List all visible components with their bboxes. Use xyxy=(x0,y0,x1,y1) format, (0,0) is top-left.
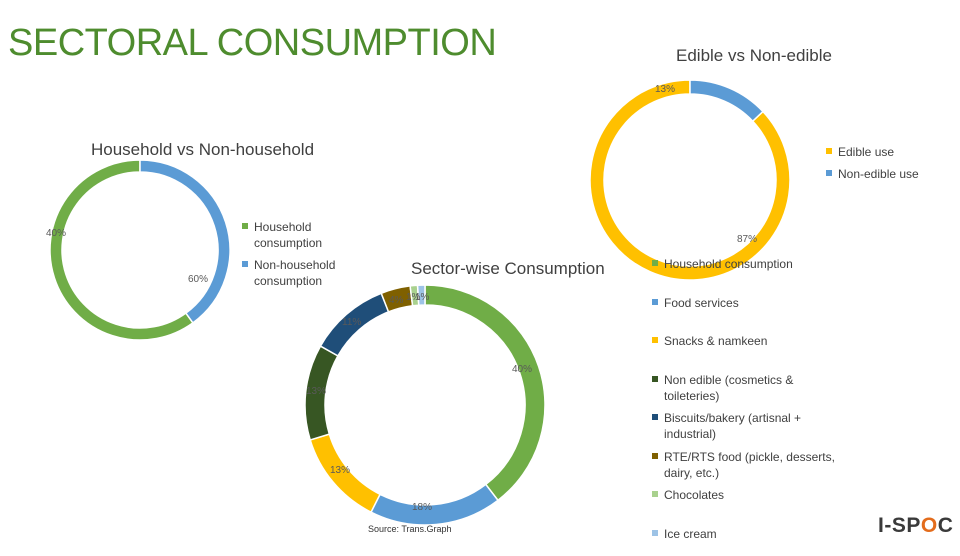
legend-label: Household consumption xyxy=(664,257,793,271)
edible-legend: Edible use Non-edible use xyxy=(826,144,956,194)
household-chart-title: Household vs Non-household xyxy=(91,140,315,159)
source-note: Source: Trans.Graph xyxy=(368,524,452,534)
sector-slice-food-services xyxy=(370,483,499,526)
edible-chart-title: Edible vs Non-edible xyxy=(676,46,832,65)
legend-label: Ice cream xyxy=(664,526,717,541)
edible-slice-edible-use xyxy=(589,79,791,281)
household-legend-item-non-household-consumption: Non-household consumption xyxy=(242,257,364,289)
sector-legend-item-chocolates: Chocolates xyxy=(652,487,724,503)
edible-legend-item-edible-use: Edible use xyxy=(826,144,894,160)
legend-swatch xyxy=(652,414,658,420)
sector-legend: Household consumption Food services Snacks… xyxy=(652,256,852,556)
legend-swatch xyxy=(652,298,658,305)
household-slice-non-household-consumption xyxy=(139,159,231,324)
edible-donut-chart: 87% 13% xyxy=(589,79,791,281)
legend-swatch xyxy=(652,260,658,266)
sector-data-label-non-edible-cosmetics-toileteries: 13% xyxy=(306,386,326,397)
legend-label: RTE/RTS food (pickle, desserts, dairy, e… xyxy=(664,449,835,480)
legend-swatch xyxy=(826,170,832,176)
sector-legend-item-rte-rts-food-pickle-desserts-dairy-etc: RTE/RTS food (pickle, desserts, dairy, e… xyxy=(652,449,844,481)
legend-swatch xyxy=(652,529,658,536)
logo: I-SPOC xyxy=(878,514,954,537)
sector-legend-item-food-services: Food services xyxy=(652,295,739,311)
legend-label: Food services xyxy=(664,295,739,310)
edible-slice-non-edible-use xyxy=(689,79,764,123)
legend-swatch xyxy=(826,148,832,154)
sector-legend-item-ice-cream: Ice cream xyxy=(652,526,717,542)
sector-legend-item-biscuits-bakery-artisnal-industrial: Biscuits/bakery (artisnal + industrial) xyxy=(652,410,844,442)
household-data-label-non-household-consumption: 40% xyxy=(46,228,66,239)
legend-swatch xyxy=(652,491,658,497)
household-legend: Household consumption Non-household consu… xyxy=(242,219,372,299)
household-slice-household-consumption xyxy=(49,159,194,341)
legend-label: Non-household consumption xyxy=(254,258,336,288)
edible-legend-item-non-edible-use: Non-edible use xyxy=(826,166,919,182)
edible-data-label-edible-use: 87% xyxy=(737,234,757,245)
legend-label: Non edible (cosmetics & toileteries) xyxy=(664,372,794,403)
page-title: SECTORAL CONSUMPTION xyxy=(8,22,497,64)
sector-data-label-ice-cream: 1% xyxy=(415,292,430,303)
sector-data-label-household-consumption: 40% xyxy=(512,364,532,375)
sector-chart-title: Sector-wise Consumption xyxy=(411,259,605,278)
sector-slice-ice-cream xyxy=(416,284,426,306)
sector-data-label-food-services: 18% xyxy=(412,502,432,513)
household-legend-item-household-consumption: Household consumption xyxy=(242,219,364,251)
legend-swatch xyxy=(652,452,658,459)
sector-donut-chart: 40%18%13%13%11%4% 1%1% xyxy=(304,284,546,526)
household-donut-chart: 60% 40% xyxy=(46,159,231,341)
legend-label: Biscuits/bakery (artisnal + industrial) xyxy=(664,411,802,441)
legend-label: Non-edible use xyxy=(838,167,919,181)
legend-swatch xyxy=(242,261,248,267)
legend-label: Snacks & namkeen xyxy=(664,334,768,348)
legend-swatch xyxy=(242,223,248,229)
legend-label: Household consumption xyxy=(254,220,323,250)
sector-data-label-chocolates: 1% xyxy=(406,292,421,303)
household-data-label-household-consumption: 60% xyxy=(188,274,208,285)
sector-legend-item-household-consumption: Household consumption xyxy=(652,256,793,272)
sector-legend-item-non-edible-cosmetics-toileteries: Non edible (cosmetics & toileteries) xyxy=(652,372,844,404)
sector-slice-household-consumption xyxy=(424,284,546,502)
sector-data-label-rte-rts-food-pickle-desserts-dairy-etc: 4% xyxy=(389,295,404,306)
legend-swatch xyxy=(652,337,658,343)
sector-data-label-snacks-namkeen: 13% xyxy=(330,465,350,476)
edible-data-label-non-edible-use: 13% xyxy=(655,84,675,95)
sector-legend-item-snacks-namkeen: Snacks & namkeen xyxy=(652,333,767,349)
legend-label: Edible use xyxy=(838,145,895,159)
sector-data-label-biscuits-bakery-artisnal-industrial: 11% xyxy=(342,317,361,328)
legend-label: Chocolates xyxy=(664,488,725,502)
legend-swatch xyxy=(652,375,658,382)
